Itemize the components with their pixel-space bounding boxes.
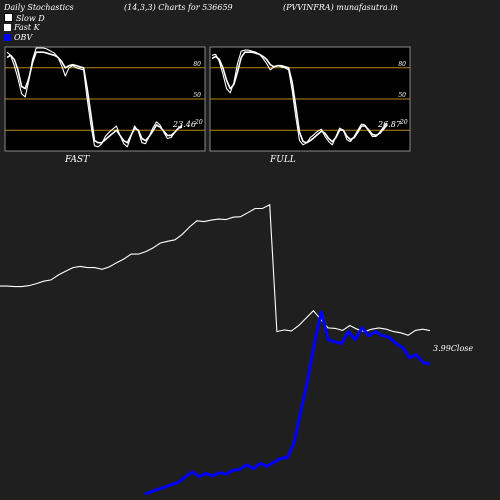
- site-label: (PVVINFRA) munafasutra.in: [283, 3, 398, 12]
- chart-params-label: (14,3,3) Charts for 536659: [124, 3, 233, 12]
- full-level-label-50: 50: [398, 92, 406, 99]
- fast-panel-label: FAST: [64, 155, 90, 165]
- legend-slow-d: Slow D: [4, 13, 45, 23]
- full-last-value-label: 26.87: [377, 120, 402, 129]
- legend-label-fast-k: Fast K: [14, 23, 40, 32]
- legend-fast-k: Fast K: [4, 23, 40, 32]
- legend-label-obv: OBV: [14, 33, 33, 42]
- legend-label-slow-d: Slow D: [16, 14, 45, 23]
- chart-type-label: Daily Stochastics: [4, 3, 74, 12]
- legend-obv: OBV: [4, 33, 32, 42]
- fast-series-slow-d: [6, 51, 183, 144]
- fast-last-value-label: 23.46: [172, 120, 196, 129]
- close-price-line: [0, 203, 431, 336]
- full-level-label-80: 80: [398, 61, 406, 68]
- legend-swatch-obv: [4, 34, 11, 41]
- fast-level-label-20-tail: 20: [194, 119, 203, 126]
- fast-level-label-80: 80: [193, 61, 201, 68]
- full-panel-label: FULL: [269, 155, 296, 165]
- obv-line: [144, 310, 431, 496]
- full-series-fast-k: [211, 49, 388, 146]
- full-level-label-20-tail: 20: [399, 119, 408, 126]
- legend-swatch-slow-d: [4, 13, 13, 22]
- fast-series-fast-k: [6, 47, 183, 148]
- close-value-label: 3.99Close: [433, 344, 473, 353]
- fast-level-label-50: 50: [193, 92, 201, 99]
- legend-swatch-fast-k: [4, 24, 11, 31]
- full-series-slow-d: [211, 51, 388, 144]
